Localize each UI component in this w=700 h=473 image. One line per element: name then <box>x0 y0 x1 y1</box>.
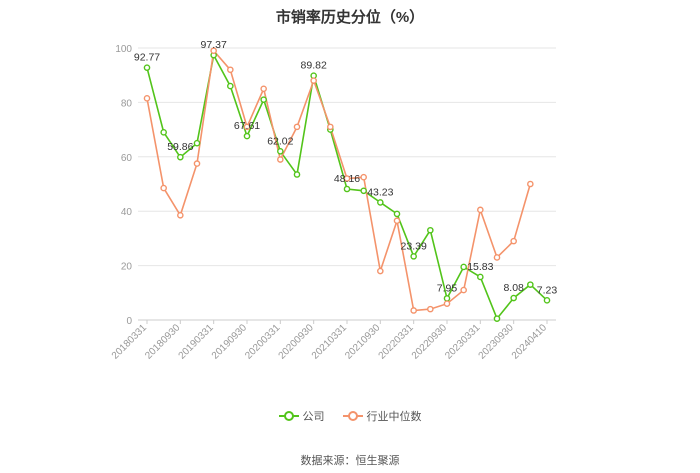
data-label: 67.61 <box>234 120 260 132</box>
data-point-0[interactable] <box>493 315 501 322</box>
data-point-1[interactable] <box>377 267 384 275</box>
data-label: 7.95 <box>437 282 458 294</box>
data-point-0[interactable] <box>193 139 201 147</box>
series-line-1 <box>146 48 532 312</box>
x-tick-label: 20210930 <box>343 322 383 362</box>
legend-item-company[interactable]: 公司 <box>278 408 325 424</box>
data-point-1[interactable] <box>277 156 284 163</box>
data-point-1[interactable] <box>477 206 484 214</box>
data-point-0[interactable] <box>460 263 467 271</box>
series-group <box>143 47 551 322</box>
data-point-1[interactable] <box>460 286 467 294</box>
x-tick-label: 20230331 <box>443 322 483 362</box>
data-point-1[interactable] <box>327 123 334 131</box>
y-tick-label: 40 <box>121 207 133 218</box>
data-point-0[interactable] <box>227 82 234 90</box>
data-label: 59.86 <box>167 141 193 153</box>
legend-label-company: 公司 <box>302 411 325 423</box>
data-point-0[interactable] <box>543 297 551 304</box>
data-point-0[interactable] <box>177 153 184 161</box>
y-tick-label: 100 <box>115 44 132 55</box>
data-label: 89.82 <box>301 60 327 72</box>
data-point-0[interactable] <box>527 281 534 288</box>
data-point-1[interactable] <box>260 85 267 93</box>
chart-title: 市销率历史分位（%） <box>275 9 425 26</box>
y-tick-label: 80 <box>121 98 133 109</box>
data-labels: 92.77 59.86 97.37 67.61 62.02 89.82 48.16 43.23… <box>134 39 558 296</box>
data-point-1[interactable] <box>210 47 217 55</box>
x-axis: 2018033120180930201903312019093020200331… <box>110 320 550 362</box>
data-source: 数据来源：恒生聚源 <box>300 455 400 467</box>
x-tick-label: 20200331 <box>243 322 283 362</box>
x-tick-label: 20220930 <box>410 322 450 362</box>
data-label: 92.77 <box>134 52 160 64</box>
data-label: 62.02 <box>267 135 293 147</box>
x-tick-label: 20210331 <box>310 322 350 362</box>
x-tick-label: 20180331 <box>110 322 150 362</box>
data-point-1[interactable] <box>160 184 167 192</box>
x-tick-label: 20230930 <box>477 322 517 362</box>
data-point-1[interactable] <box>143 95 151 102</box>
y-tick-label: 0 <box>126 316 132 327</box>
data-point-1[interactable] <box>527 180 534 188</box>
data-point-1[interactable] <box>227 66 234 74</box>
legend-item-industry-median[interactable]: 行业中位数 <box>342 408 422 424</box>
data-point-0[interactable] <box>443 295 451 302</box>
x-tick-label: 20200930 <box>277 322 317 362</box>
y-axis: 0 20 40 60 80 100 <box>115 44 132 327</box>
data-label: 97.37 <box>201 39 227 51</box>
data-label: 48.16 <box>334 173 360 185</box>
data-label: 43.23 <box>367 186 393 198</box>
x-tick-label: 20220331 <box>377 322 417 362</box>
data-point-0[interactable] <box>143 64 151 71</box>
data-point-0[interactable] <box>393 210 401 218</box>
data-point-0[interactable] <box>510 294 517 302</box>
data-point-0[interactable] <box>343 185 351 193</box>
legend-label-industry-median: 行业中位数 <box>366 411 422 423</box>
x-tick-label: 20240410 <box>510 322 550 362</box>
data-point-0[interactable] <box>243 132 251 140</box>
data-point-0[interactable] <box>477 273 484 281</box>
data-point-1[interactable] <box>177 211 184 219</box>
data-point-0[interactable] <box>277 148 284 155</box>
x-tick-label: 20190930 <box>210 322 250 362</box>
x-tick-label: 20180930 <box>143 322 183 362</box>
data-point-1[interactable] <box>493 254 501 261</box>
y-tick-label: 60 <box>121 153 133 164</box>
data-point-1[interactable] <box>310 77 317 84</box>
data-label: 23.39 <box>401 240 427 252</box>
data-point-1[interactable] <box>427 305 434 313</box>
data-point-0[interactable] <box>360 187 367 195</box>
data-label: 8.08 <box>503 282 524 294</box>
data-point-0[interactable] <box>293 171 301 178</box>
data-point-1[interactable] <box>293 123 301 131</box>
data-point-1[interactable] <box>410 307 417 314</box>
data-point-0[interactable] <box>427 226 434 234</box>
data-point-0[interactable] <box>160 129 167 136</box>
line-chart: 0 20 40 60 80 100 201803312018093020190331201… <box>110 39 558 362</box>
data-point-1[interactable] <box>443 300 451 307</box>
y-tick-label: 20 <box>121 262 133 273</box>
legend: 公司 行业中位数 <box>0 408 700 424</box>
data-label: 7.23 <box>537 284 558 296</box>
legend-marker-company-icon <box>278 411 299 421</box>
data-point-1[interactable] <box>343 175 351 182</box>
data-point-0[interactable] <box>260 96 267 103</box>
legend-marker-industry-icon <box>342 411 363 421</box>
data-point-0[interactable] <box>410 253 417 260</box>
data-point-1[interactable] <box>360 173 367 181</box>
data-point-1[interactable] <box>243 123 251 131</box>
data-point-0[interactable] <box>377 199 384 206</box>
data-point-1[interactable] <box>393 217 401 225</box>
x-tick-label: 20190331 <box>177 322 217 362</box>
data-label: 15.83 <box>467 261 493 273</box>
data-point-1[interactable] <box>510 237 517 245</box>
data-point-1[interactable] <box>193 160 201 167</box>
